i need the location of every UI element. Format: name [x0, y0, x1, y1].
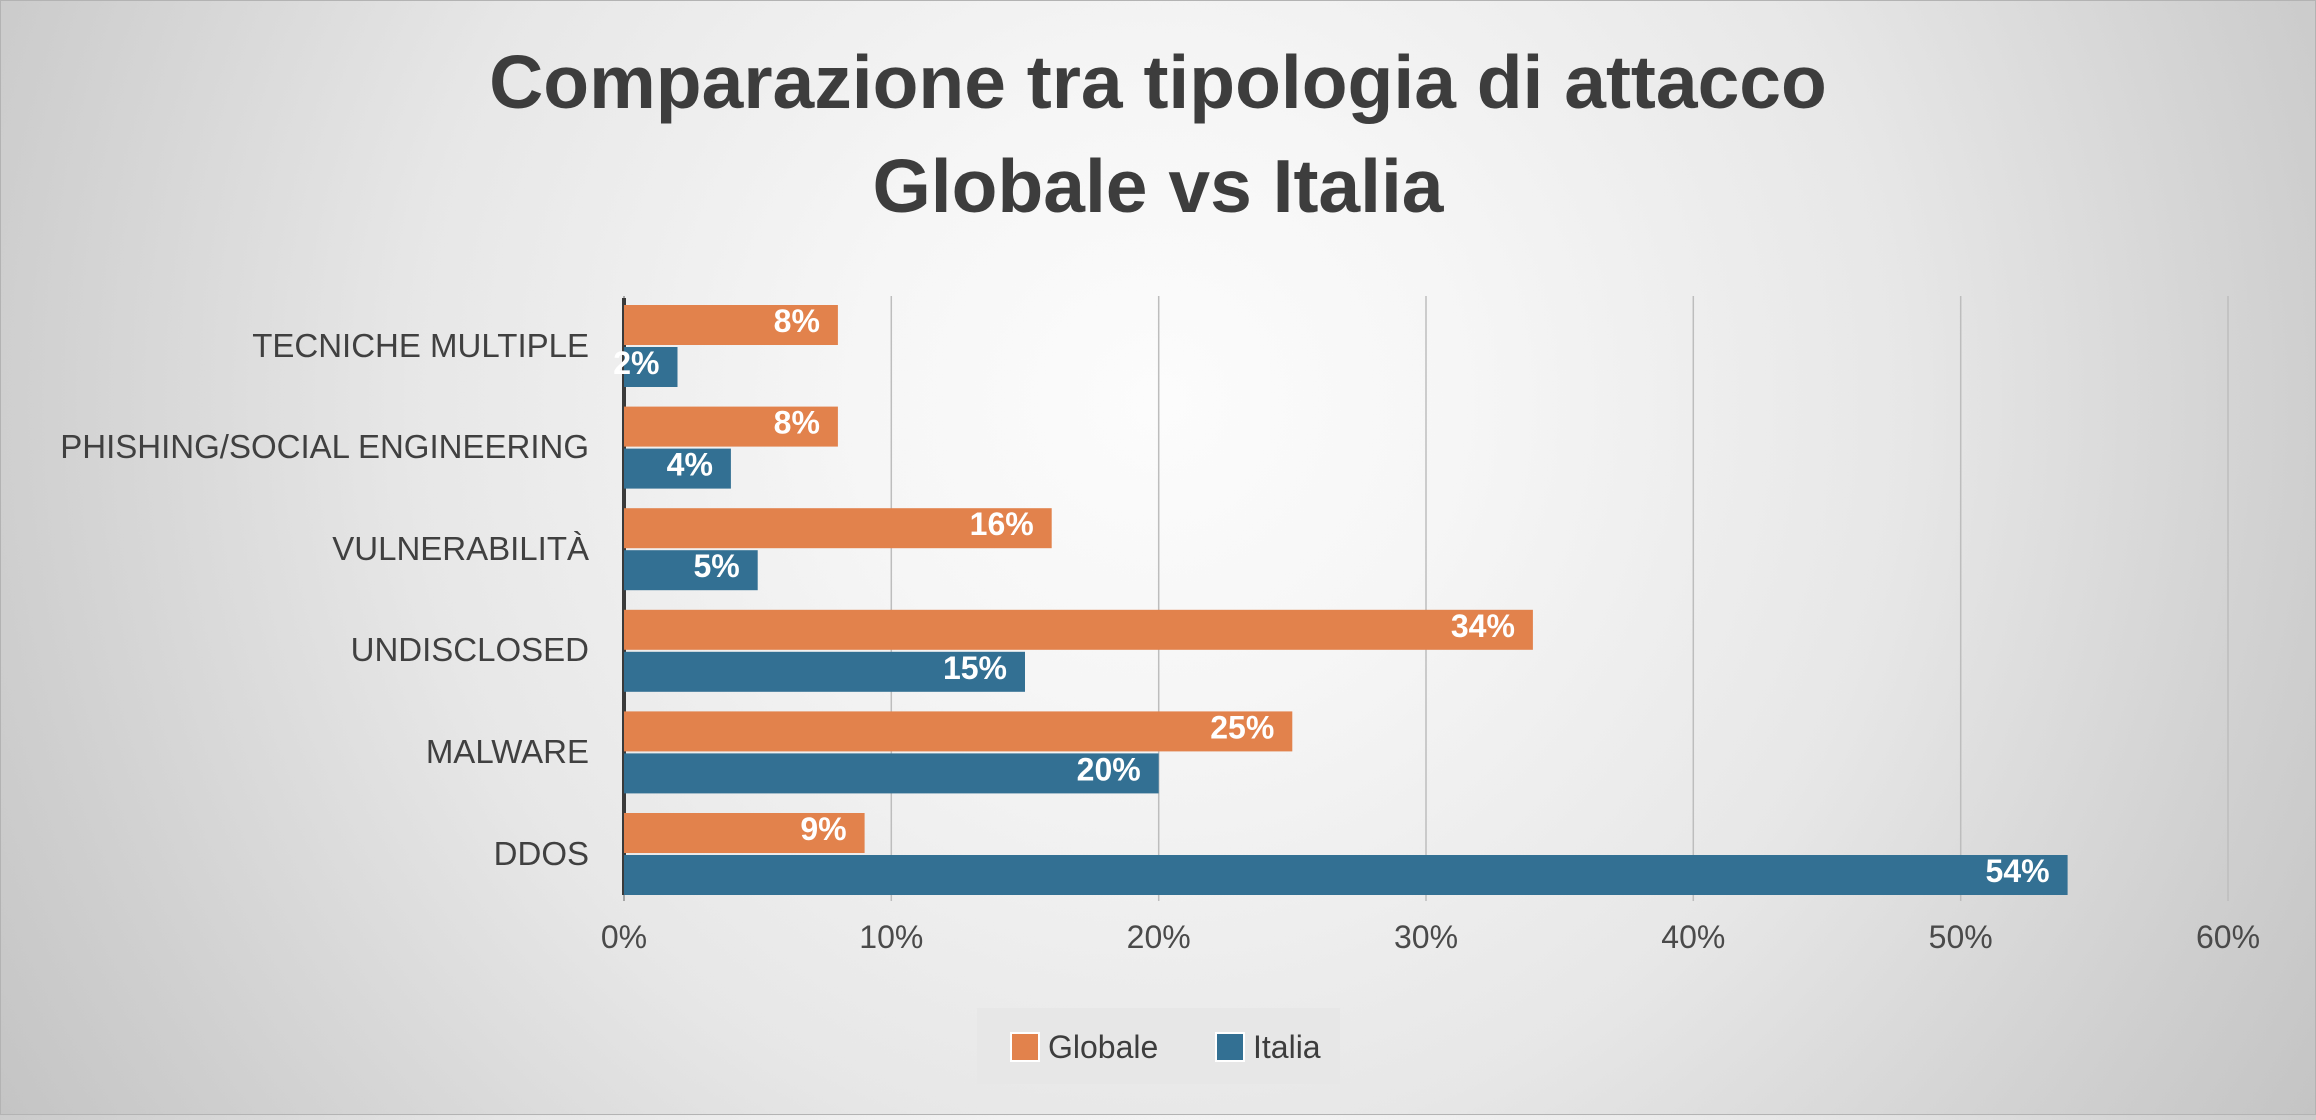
svg-text:16%: 16%: [970, 506, 1034, 542]
svg-text:2%: 2%: [613, 345, 659, 381]
svg-text:60%: 60%: [2196, 919, 2260, 955]
svg-text:8%: 8%: [774, 303, 820, 339]
svg-text:54%: 54%: [1986, 853, 2050, 889]
svg-text:TECNICHE MULTIPLE: TECNICHE MULTIPLE: [252, 327, 589, 364]
svg-text:DDOS: DDOS: [494, 835, 589, 872]
svg-text:40%: 40%: [1661, 919, 1725, 955]
svg-text:0%: 0%: [601, 919, 647, 955]
svg-text:VULNERABILITÀ: VULNERABILITÀ: [332, 530, 589, 567]
svg-text:50%: 50%: [1929, 919, 1993, 955]
svg-text:UNDISCLOSED: UNDISCLOSED: [351, 631, 589, 668]
svg-text:20%: 20%: [1077, 751, 1141, 787]
svg-text:8%: 8%: [774, 405, 820, 441]
svg-text:MALWARE: MALWARE: [426, 733, 589, 770]
svg-text:10%: 10%: [859, 919, 923, 955]
svg-text:25%: 25%: [1210, 709, 1274, 745]
svg-text:34%: 34%: [1451, 608, 1515, 644]
svg-text:20%: 20%: [1127, 919, 1191, 955]
svg-text:9%: 9%: [800, 811, 846, 847]
svg-text:15%: 15%: [943, 650, 1007, 686]
svg-text:PHISHING/SOCIAL ENGINEERING: PHISHING/SOCIAL ENGINEERING: [60, 428, 589, 465]
svg-text:30%: 30%: [1394, 919, 1458, 955]
svg-text:4%: 4%: [667, 447, 713, 483]
svg-text:5%: 5%: [693, 548, 739, 584]
